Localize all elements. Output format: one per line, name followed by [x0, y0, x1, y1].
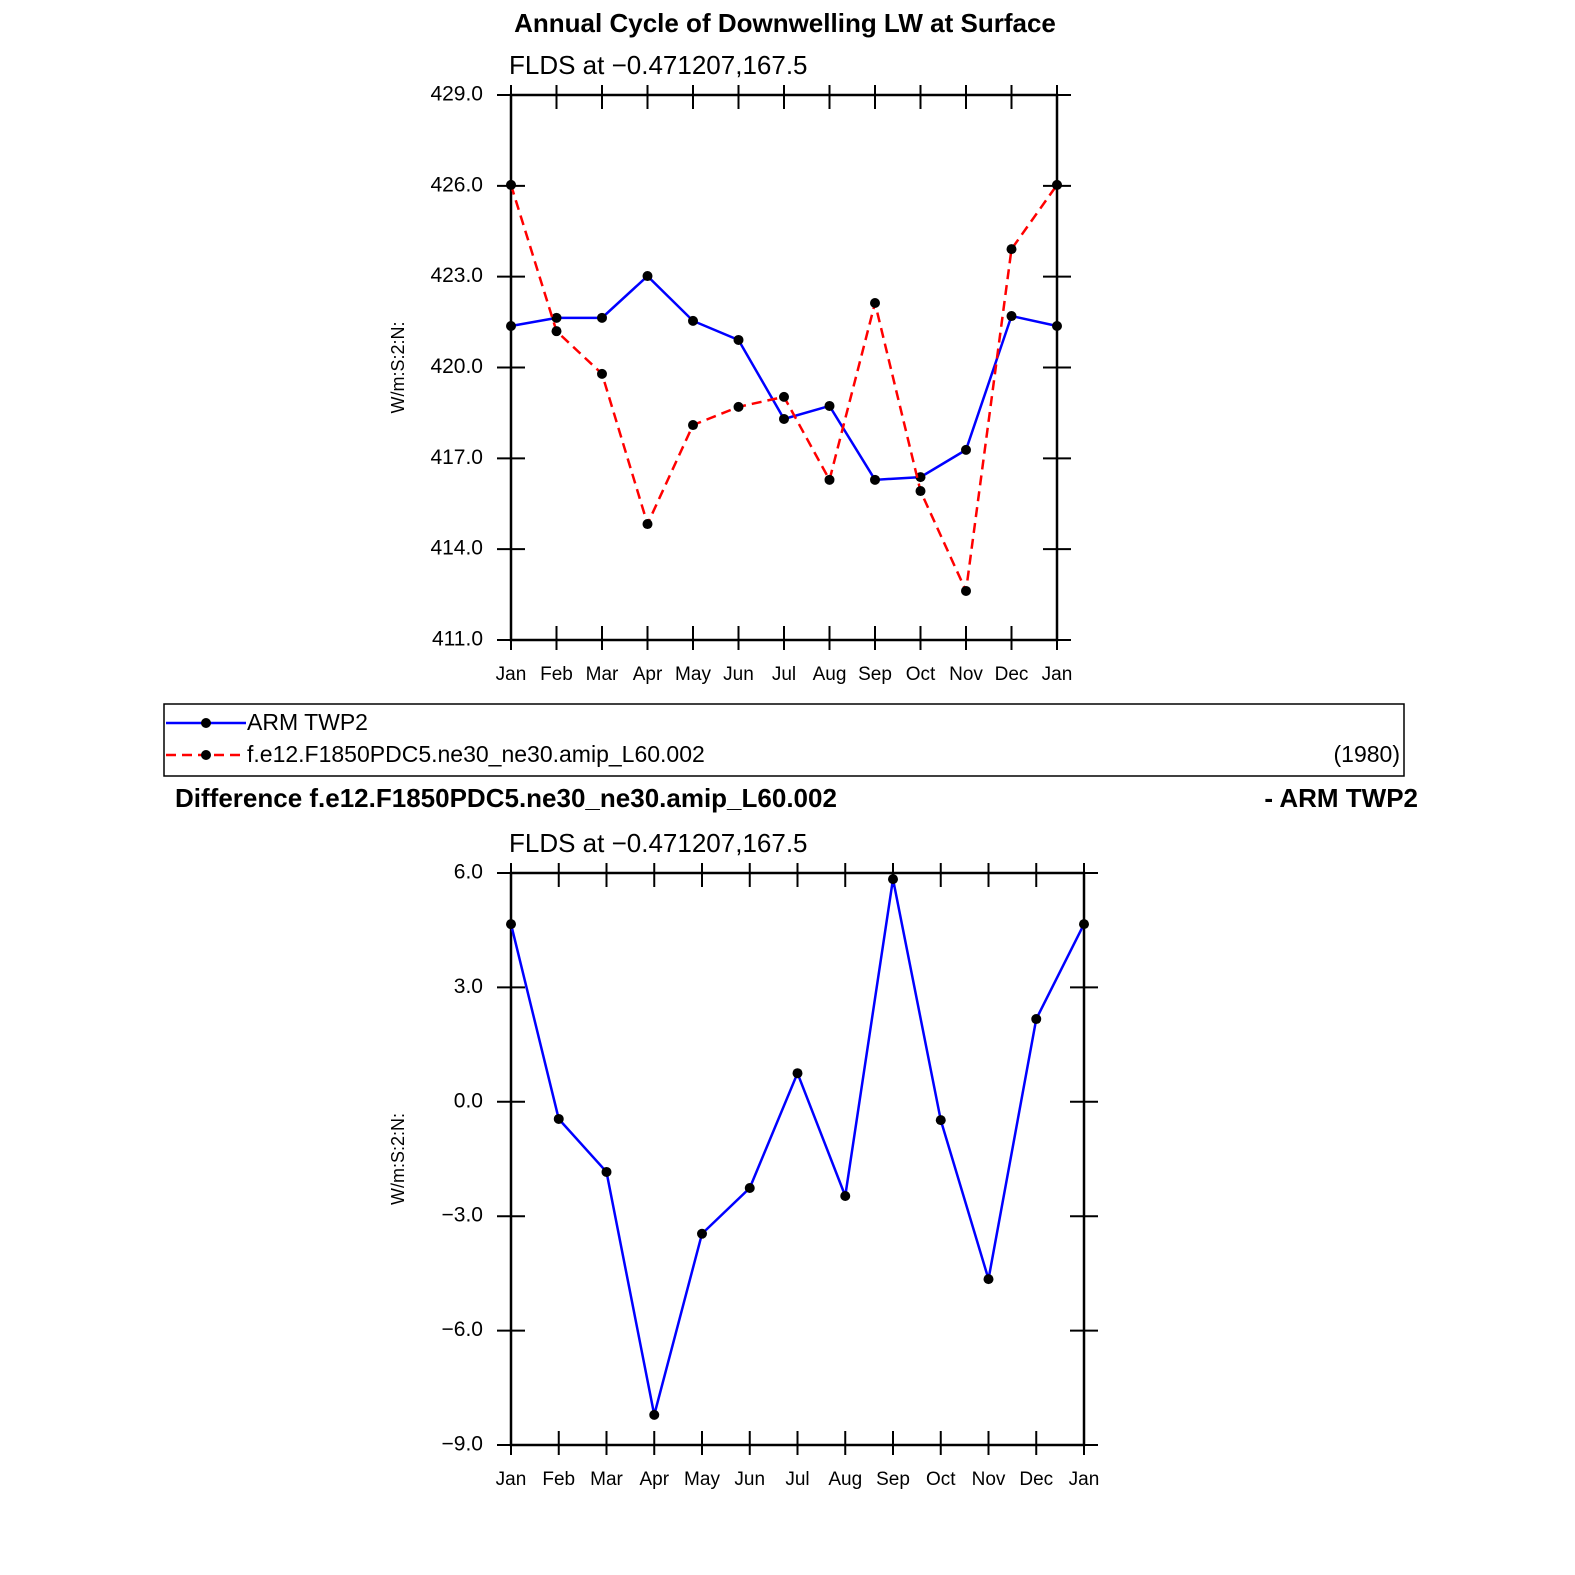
chart-title: Annual Cycle of Downwelling LW at Surfac…: [514, 8, 1056, 38]
x-tick-label: Apr: [633, 664, 663, 685]
data-point: [551, 326, 562, 337]
x-tick-label: Sep: [876, 1469, 910, 1490]
y-tick-label: −6.0: [442, 1318, 483, 1341]
x-tick-label: Oct: [926, 1469, 956, 1490]
data-point: [824, 400, 835, 411]
data-point: [870, 474, 880, 485]
chart-title: - ARM TWP2: [1264, 783, 1418, 813]
x-tick-label: Mar: [586, 664, 619, 685]
legend-marker: [201, 718, 211, 728]
series-line: [510, 274, 1058, 482]
y-tick-label: 3.0: [454, 975, 483, 998]
x-tick-label: Jan: [1042, 664, 1073, 685]
legend-label: ARM TWP2: [247, 709, 368, 735]
x-tick-label: Jul: [772, 664, 796, 685]
data-point: [961, 444, 971, 455]
x-tick-label: Jan: [1069, 1469, 1100, 1490]
data-point: [597, 312, 607, 323]
chart-title: Difference f.e12.F1850PDC5.ne30_ne30.ami…: [175, 783, 837, 813]
y-axis-label: W/m:S:2:N:: [388, 321, 408, 413]
data-point: [601, 1166, 612, 1177]
data-point: [824, 474, 835, 485]
data-point: [840, 1190, 851, 1201]
data-point: [744, 1182, 755, 1193]
x-tick-label: May: [684, 1469, 720, 1490]
y-tick-label: 6.0: [454, 861, 483, 884]
y-tick-label: 420.0: [430, 355, 483, 378]
legend-label: f.e12.F1850PDC5.ne30_ne30.amip_L60.002: [247, 741, 705, 767]
legend-marker: [201, 750, 211, 760]
data-point: [1052, 321, 1062, 332]
data-point: [961, 585, 971, 596]
y-tick-label: −9.0: [442, 1433, 483, 1456]
x-tick-label: Aug: [828, 1469, 862, 1490]
x-tick-label: Aug: [813, 664, 847, 685]
x-tick-label: Dec: [995, 664, 1029, 685]
data-point: [779, 413, 789, 424]
y-tick-label: −3.0: [442, 1204, 483, 1227]
data-point: [888, 874, 898, 885]
subtitle: FLDS at −0.471207,167.5: [509, 828, 808, 858]
x-tick-label: Sep: [858, 664, 892, 685]
data-point: [697, 1228, 707, 1239]
x-tick-label: Dec: [1019, 1469, 1053, 1490]
x-tick-label: Jun: [723, 664, 754, 685]
data-point: [1079, 919, 1089, 930]
data-point: [870, 298, 880, 309]
data-point: [935, 1115, 946, 1126]
x-tick-label: Jun: [734, 1469, 765, 1490]
y-axis-label: W/m:S:2:N:: [388, 1113, 408, 1205]
data-point: [915, 472, 926, 483]
data-point: [506, 321, 516, 332]
x-tick-label: Oct: [906, 664, 936, 685]
x-tick-label: Mar: [590, 1469, 623, 1490]
data-point: [1031, 1014, 1042, 1025]
y-tick-label: 414.0: [430, 537, 483, 560]
x-tick-label: Feb: [542, 1469, 575, 1490]
subtitle: FLDS at −0.471207,167.5: [509, 50, 808, 80]
x-tick-label: Jan: [496, 664, 527, 685]
data-point: [688, 315, 698, 326]
plot-frame: [509, 871, 1086, 1447]
x-tick-label: Jul: [785, 1469, 809, 1490]
data-point: [792, 1068, 803, 1079]
data-point: [597, 368, 607, 379]
data-point: [1006, 244, 1017, 255]
series-line: [509, 878, 1086, 1416]
y-tick-label: 417.0: [430, 446, 483, 469]
x-tick-label: Jan: [496, 1469, 527, 1490]
data-point: [553, 1113, 564, 1124]
data-point: [506, 179, 516, 190]
x-tick-label: Nov: [949, 664, 983, 685]
data-point: [1052, 179, 1062, 190]
y-tick-label: 411.0: [432, 628, 483, 651]
y-tick-label: 426.0: [430, 173, 483, 196]
data-point: [551, 312, 562, 323]
y-tick-label: 423.0: [430, 264, 483, 287]
data-point: [733, 401, 744, 412]
legend-box: [163, 703, 1405, 777]
legend-note: (1980): [1334, 741, 1400, 767]
y-tick-label: 0.0: [454, 1089, 483, 1112]
plot-frame: [509, 93, 1059, 642]
x-tick-label: Apr: [639, 1469, 669, 1490]
data-point: [983, 1274, 994, 1285]
data-point: [506, 919, 516, 930]
data-point: [915, 486, 926, 497]
data-point: [688, 420, 698, 431]
series-line: [509, 184, 1059, 596]
data-point: [642, 519, 653, 530]
x-tick-label: Feb: [540, 664, 573, 685]
x-tick-label: May: [675, 664, 711, 685]
data-point: [733, 334, 744, 345]
y-tick-label: 429.0: [430, 83, 483, 106]
data-point: [1006, 311, 1017, 322]
data-point: [779, 391, 789, 402]
data-point: [649, 1409, 660, 1420]
data-point: [642, 271, 653, 282]
x-tick-label: Nov: [972, 1469, 1006, 1490]
